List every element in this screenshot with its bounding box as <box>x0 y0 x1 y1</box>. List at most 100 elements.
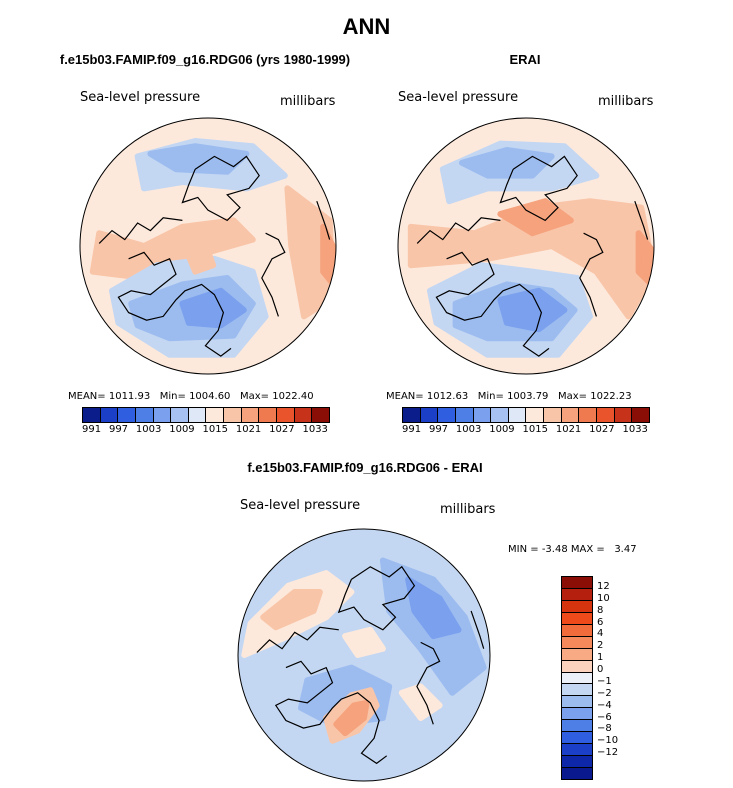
colorbar-swatch <box>294 408 313 422</box>
colorbar-swatch <box>473 408 492 422</box>
contour-region <box>497 287 568 333</box>
colorbar-swatch <box>224 408 242 422</box>
colorbar-swatch <box>562 588 592 601</box>
map-border <box>79 117 337 375</box>
contour-region <box>89 217 256 281</box>
colorbar-swatch <box>277 408 295 422</box>
colorbar-tick-label: 1009 <box>489 424 515 435</box>
contour-region <box>185 248 217 275</box>
map-border <box>237 528 491 782</box>
colorbar-tick-label: −6 <box>597 711 612 723</box>
colorbar-tick-label: 1027 <box>269 424 295 435</box>
contour-region <box>405 576 462 640</box>
coastline <box>316 201 331 240</box>
colorbar-tick-label: 991 <box>402 424 422 435</box>
panel-2-map <box>397 117 655 375</box>
colorbar-tick-label: −8 <box>597 723 612 735</box>
colorbar-tick-label: −1 <box>597 675 612 687</box>
panel-3-variable: Sea-level pressure <box>240 498 361 513</box>
coastline <box>435 251 550 357</box>
colorbar-tick-label: 8 <box>597 604 604 616</box>
colorbar-tick-label: −4 <box>597 699 612 711</box>
coastline <box>256 626 339 653</box>
panel-3-units: millibars <box>440 502 496 517</box>
coastline <box>98 217 183 244</box>
panel-1-map <box>79 117 337 375</box>
contour-region <box>459 147 555 179</box>
colorbar-swatch <box>562 577 592 589</box>
colorbar-swatch <box>153 408 172 422</box>
colorbar-swatch <box>171 408 189 422</box>
coastline <box>634 201 649 240</box>
coastline <box>416 217 501 244</box>
colorbar-tick-label: −12 <box>597 747 619 759</box>
colorbar-tick-label: 1021 <box>555 424 582 435</box>
coastline <box>579 232 604 317</box>
panel-2-stats: MEAN= 1012.63 Min= 1003.79 Max= 1022.23 <box>386 391 632 402</box>
panel-1-variable: Sea-level pressure <box>80 90 201 105</box>
colorbar-swatch <box>420 408 439 422</box>
coastline <box>117 251 232 357</box>
colorbar-tick-label: 1009 <box>169 424 195 435</box>
contour-region <box>333 699 370 737</box>
colorbar-tick-label: 997 <box>108 424 129 435</box>
colorbar-tick-label: 997 <box>428 424 449 435</box>
colorbar-swatch <box>562 684 592 697</box>
colorbar-tick-label: 1015 <box>202 424 228 435</box>
map-border <box>397 117 655 375</box>
panel-1-max-label: Max= <box>239 391 270 402</box>
contour-region <box>179 287 247 329</box>
panel-3-max-label: MAX = <box>570 544 605 555</box>
colorbar-tick-label: −10 <box>597 735 619 747</box>
colorbar-tick-label: 1033 <box>302 424 328 435</box>
panel-1-min-label: Min= <box>159 391 186 402</box>
colorbar-swatch <box>526 408 545 422</box>
colorbar-swatch <box>561 408 580 422</box>
panel-2-min: 1003.79 <box>507 391 549 402</box>
colorbar-swatch <box>562 696 592 709</box>
panel-2-min-label: Min= <box>477 391 504 402</box>
panel-3-max: 3.47 <box>614 544 637 555</box>
panel-2-max: 1022.23 <box>590 391 632 402</box>
colorbar-swatch <box>562 624 592 637</box>
colorbar-tick-label: 1003 <box>135 424 162 435</box>
coastline <box>470 610 485 649</box>
colorbar-tick-label: 4 <box>597 628 604 640</box>
colorbar-swatch <box>562 732 592 745</box>
colorbar-tick-label: 12 <box>597 580 610 592</box>
panel-2-colorbar <box>402 407 650 423</box>
panel-2-units: millibars <box>598 94 654 109</box>
contour-region <box>260 589 323 631</box>
colorbar-swatch <box>614 408 633 422</box>
colorbar-swatch <box>508 408 527 422</box>
contour-region <box>497 198 574 237</box>
coastline <box>499 155 578 222</box>
panel-3-colorbar <box>561 576 593 780</box>
panel-3-stats: MIN = -3.48 MAX = 3.47 <box>508 544 637 555</box>
figure-title: ANN <box>342 14 391 39</box>
colorbar-swatch <box>491 408 509 422</box>
colorbar-swatch <box>403 408 421 422</box>
colorbar-swatch <box>562 648 592 661</box>
panel-1-min: 1004.60 <box>189 391 231 402</box>
colorbar-tick-label: 1 <box>597 652 604 664</box>
panel-1-title: f.e15b03.FAMIP.f09_g16.RDG06 (yrs 1980-1… <box>59 52 351 67</box>
panel-2-mean-label: MEAN= <box>386 391 424 402</box>
colorbar-swatch <box>188 408 207 422</box>
coastline <box>274 660 388 765</box>
panel-1-stats: MEAN= 1011.93 Min= 1004.60 Max= 1022.40 <box>68 391 314 402</box>
panel-3-title: f.e15b03.FAMIP.f09_g16.RDG06 - ERAI <box>247 460 483 475</box>
contour-region <box>284 185 336 320</box>
colorbar-swatch <box>135 408 154 422</box>
colorbar-tick-label: −2 <box>597 687 612 699</box>
colorbar-tick-label: 1015 <box>522 424 548 435</box>
colorbar-swatch <box>562 744 592 757</box>
colorbar-swatch <box>562 756 592 768</box>
panel-1-colorbar-ticks: 991 997 1003 1009 1015 1021 1027 1033 <box>82 424 328 435</box>
colorbar-swatch <box>562 672 592 685</box>
colorbar-swatch <box>455 408 474 422</box>
colorbar-swatch <box>562 768 592 779</box>
coastline <box>416 641 441 725</box>
contour-region <box>147 143 250 175</box>
colorbar-swatch <box>206 408 225 422</box>
